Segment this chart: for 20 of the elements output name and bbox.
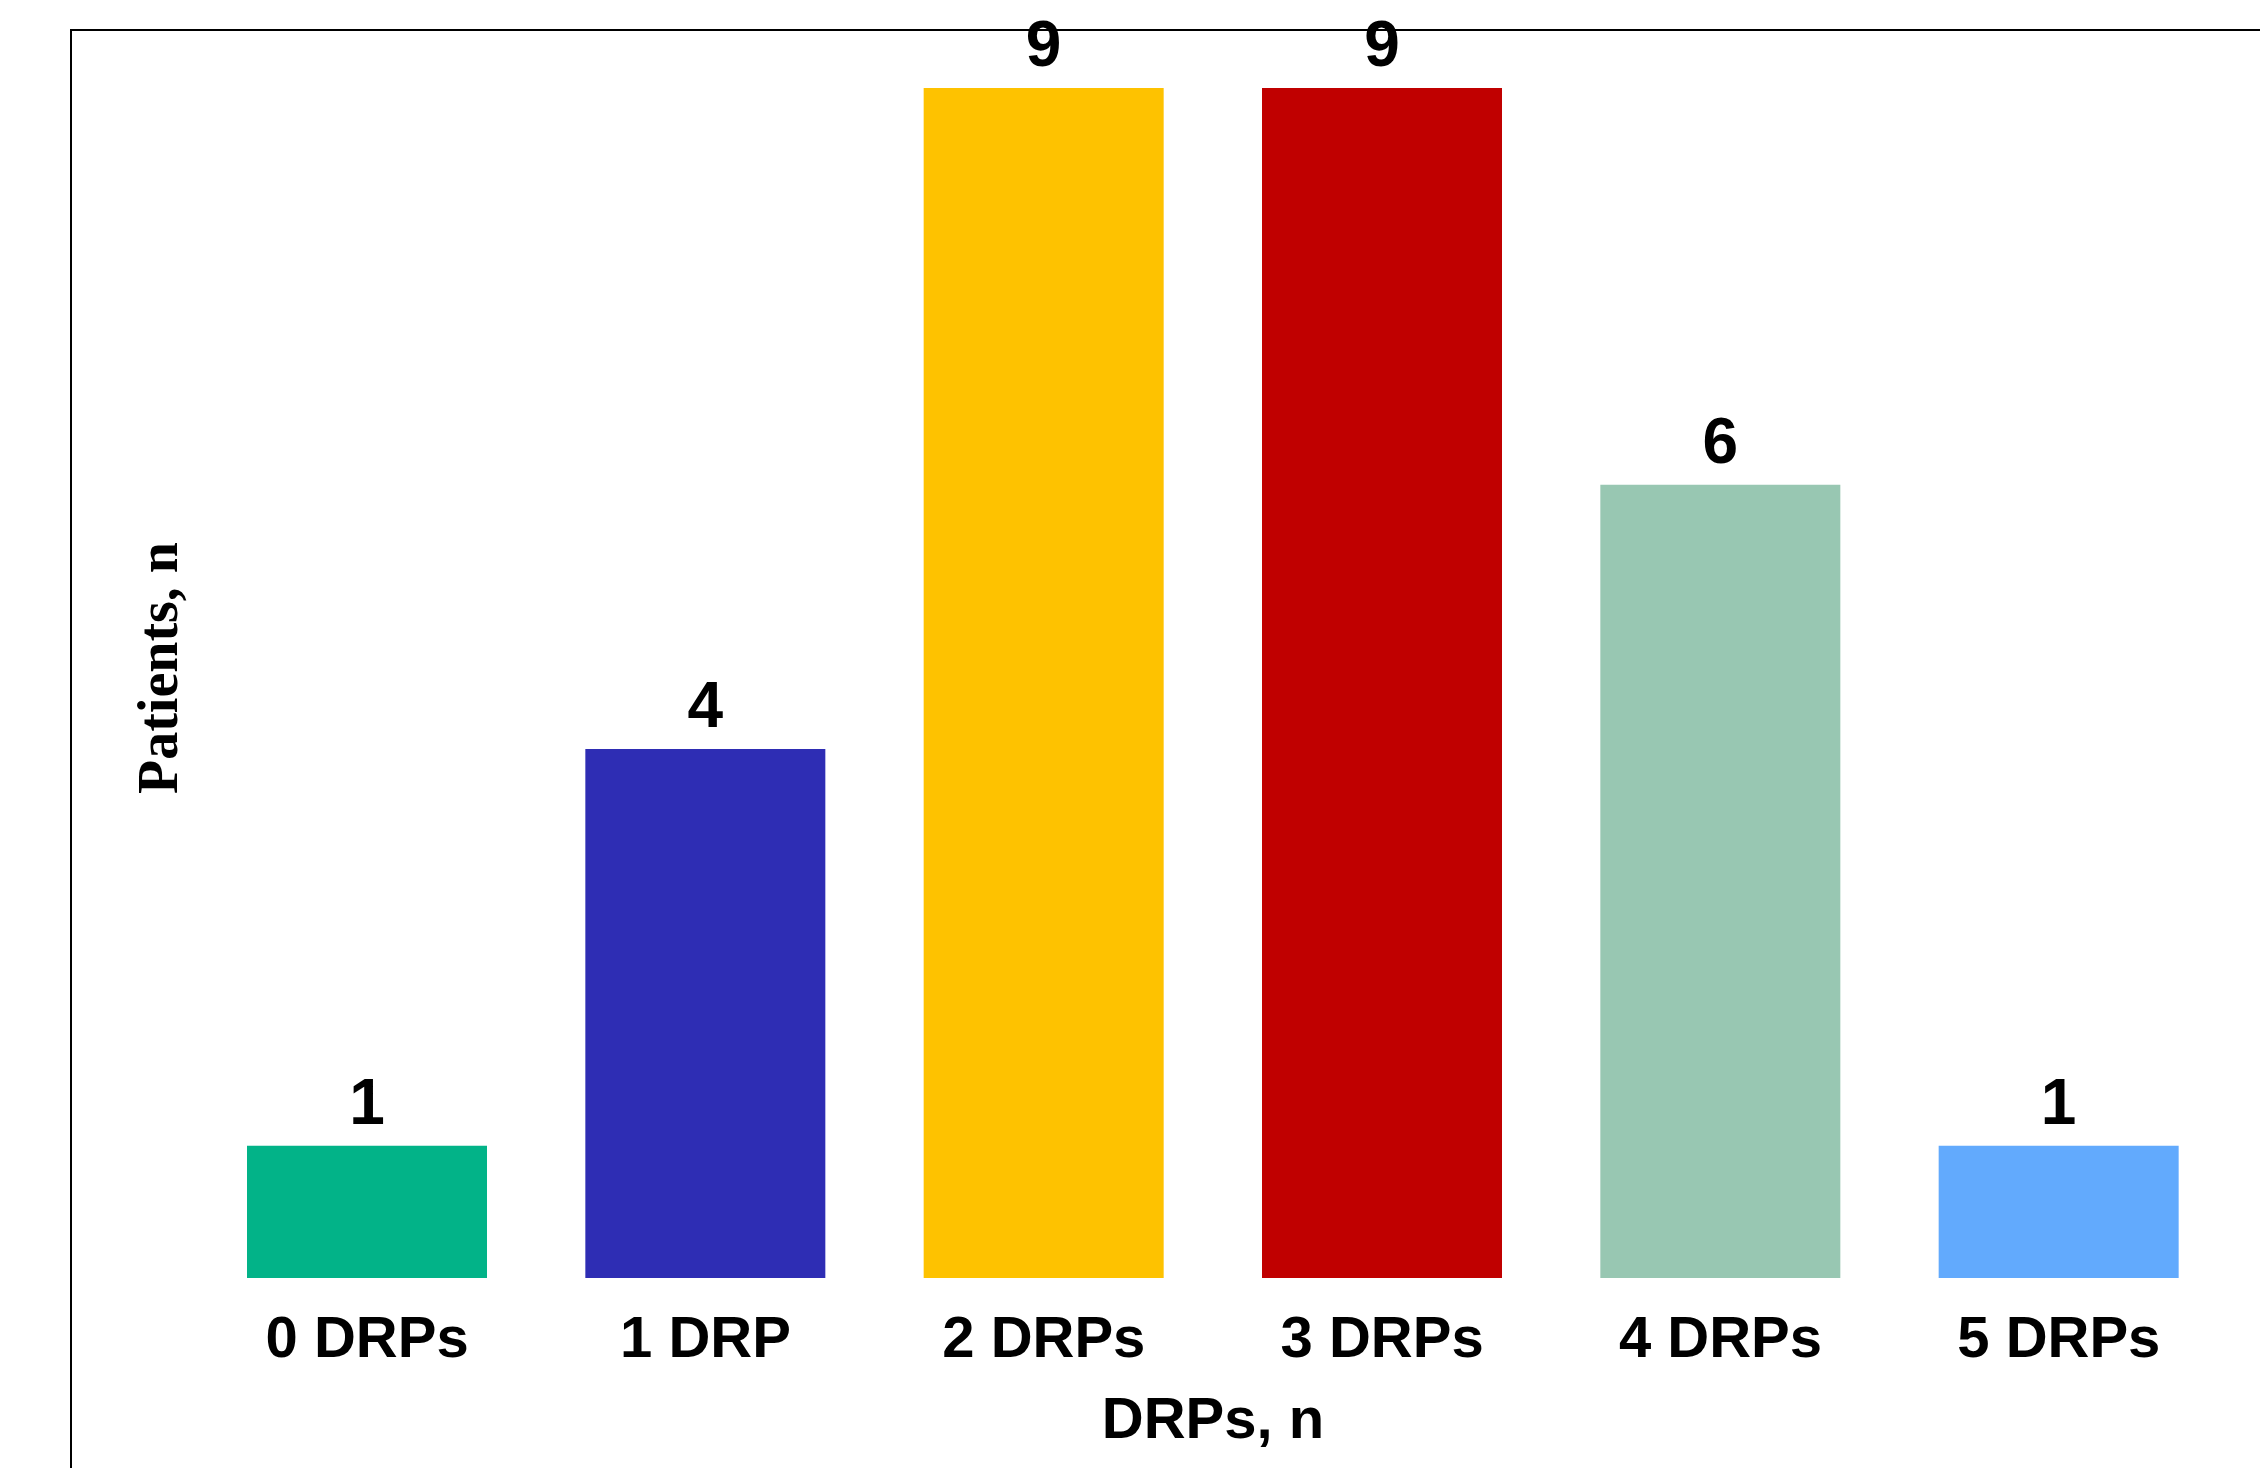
x-axis-title: DRPs, n xyxy=(1101,1385,1325,1450)
bar xyxy=(247,1145,487,1278)
x-tick-label: 3 DRPs xyxy=(1280,1304,1484,1370)
y-axis-title: Patients, n xyxy=(126,542,190,794)
data-label: 1 xyxy=(2040,1065,2077,1138)
data-label: 6 xyxy=(1702,404,1739,477)
bar xyxy=(1600,484,1841,1278)
bar xyxy=(1938,1145,2179,1278)
data-label: 1 xyxy=(349,1065,385,1138)
x-tick-label: 1 DRP xyxy=(620,1304,791,1370)
data-label: 4 xyxy=(687,669,724,742)
x-tick-label: 4 DRPs xyxy=(1618,1304,1823,1370)
bar xyxy=(585,749,826,1278)
x-tick-label: 0 DRPs xyxy=(265,1304,469,1370)
data-label: 9 xyxy=(1025,8,1062,80)
x-tick-label: 2 DRPs xyxy=(942,1304,1146,1370)
bar xyxy=(923,88,1164,1278)
bar xyxy=(1262,88,1502,1278)
data-label: 9 xyxy=(1364,8,1400,80)
x-tick-label: 5 DRPs xyxy=(1957,1304,2161,1370)
